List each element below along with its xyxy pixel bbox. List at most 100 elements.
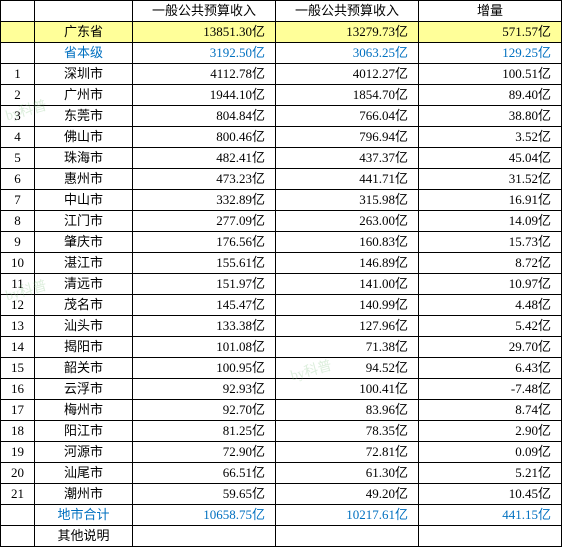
table-row: 12茂名市145.47亿140.99亿4.48亿: [1, 295, 562, 316]
table-row: 21潮州市59.65亿49.20亿10.45亿: [1, 484, 562, 505]
cell-v2: 140.99亿: [276, 295, 419, 316]
cell-v1: 151.97亿: [133, 274, 276, 295]
cell-v3: 10.97亿: [419, 274, 562, 295]
header-v2: 一般公共预算收入: [276, 1, 419, 22]
cell-v2: 61.30亿: [276, 463, 419, 484]
cell-v1: 10658.75亿: [133, 505, 276, 526]
table-row: 18阳江市81.25亿78.35亿2.90亿: [1, 421, 562, 442]
header-v3: 增量: [419, 1, 562, 22]
cell-rank: [1, 505, 35, 526]
cell-v2: 71.38亿: [276, 337, 419, 358]
table-row: 16云浮市92.93亿100.41亿-7.48亿: [1, 379, 562, 400]
cell-city: 肇庆市: [35, 232, 133, 253]
cell-v1: 13851.30亿: [133, 22, 276, 43]
cell-v2: 49.20亿: [276, 484, 419, 505]
cell-rank: 3: [1, 106, 35, 127]
cell-v1: 277.09亿: [133, 211, 276, 232]
cell-v2: 94.52亿: [276, 358, 419, 379]
cell-v2: 141.00亿: [276, 274, 419, 295]
table-row: 8江门市277.09亿263.00亿14.09亿: [1, 211, 562, 232]
cell-v1: 145.47亿: [133, 295, 276, 316]
cell-v2: 315.98亿: [276, 190, 419, 211]
cell-v1: 72.90亿: [133, 442, 276, 463]
cell-city: 潮州市: [35, 484, 133, 505]
cell-v2: 78.35亿: [276, 421, 419, 442]
cell-rank: [1, 22, 35, 43]
cell-v3: 16.91亿: [419, 190, 562, 211]
cell-rank: 2: [1, 85, 35, 106]
cell-v1: 176.56亿: [133, 232, 276, 253]
cell-v3: [419, 526, 562, 547]
cell-v2: 441.71亿: [276, 169, 419, 190]
cell-city: 佛山市: [35, 127, 133, 148]
cell-v2: 160.83亿: [276, 232, 419, 253]
cell-rank: 4: [1, 127, 35, 148]
cell-v3: 3.52亿: [419, 127, 562, 148]
cell-v1: 155.61亿: [133, 253, 276, 274]
cell-v2: 146.89亿: [276, 253, 419, 274]
table-row: 15韶关市100.95亿94.52亿6.43亿: [1, 358, 562, 379]
table-row: 14揭阳市101.08亿71.38亿29.70亿: [1, 337, 562, 358]
cell-v2: 100.41亿: [276, 379, 419, 400]
cell-v3: 4.48亿: [419, 295, 562, 316]
table-row: 3东莞市804.84亿766.04亿38.80亿: [1, 106, 562, 127]
cell-v1: 3192.50亿: [133, 43, 276, 64]
cell-city: 清远市: [35, 274, 133, 295]
cell-v2: 3063.25亿: [276, 43, 419, 64]
cell-rank: 20: [1, 463, 35, 484]
cell-v2: 4012.27亿: [276, 64, 419, 85]
cell-city: 惠州市: [35, 169, 133, 190]
cell-v3: 2.90亿: [419, 421, 562, 442]
cell-v3: 100.51亿: [419, 64, 562, 85]
cell-v3: 8.72亿: [419, 253, 562, 274]
cell-v3: 15.73亿: [419, 232, 562, 253]
cell-v1: 4112.78亿: [133, 64, 276, 85]
cell-city: 汕头市: [35, 316, 133, 337]
budget-table: 一般公共预算收入 一般公共预算收入 增量 广东省 13851.30亿 13279…: [0, 0, 562, 547]
cell-rank: 13: [1, 316, 35, 337]
table-row: 4佛山市800.46亿796.94亿3.52亿: [1, 127, 562, 148]
cell-v3: 0.09亿: [419, 442, 562, 463]
cell-v2: 127.96亿: [276, 316, 419, 337]
cell-rank: 15: [1, 358, 35, 379]
cell-v2: 83.96亿: [276, 400, 419, 421]
cell-v1: 92.93亿: [133, 379, 276, 400]
cell-rank: 10: [1, 253, 35, 274]
cell-v3: 45.04亿: [419, 148, 562, 169]
header-city: [35, 1, 133, 22]
cell-v3: 31.52亿: [419, 169, 562, 190]
cell-v3: -7.48亿: [419, 379, 562, 400]
table-row: 10湛江市155.61亿146.89亿8.72亿: [1, 253, 562, 274]
cell-v1: 59.65亿: [133, 484, 276, 505]
cell-v3: 5.21亿: [419, 463, 562, 484]
cell-city: 韶关市: [35, 358, 133, 379]
cell-city: 阳江市: [35, 421, 133, 442]
cell-v2: 437.37亿: [276, 148, 419, 169]
cell-v1: 804.84亿: [133, 106, 276, 127]
cell-rank: 12: [1, 295, 35, 316]
cell-city: 深圳市: [35, 64, 133, 85]
cell-v1: 133.38亿: [133, 316, 276, 337]
cell-city: 中山市: [35, 190, 133, 211]
cell-v2: 263.00亿: [276, 211, 419, 232]
cell-v3: 38.80亿: [419, 106, 562, 127]
cell-rank: 16: [1, 379, 35, 400]
cell-city: 江门市: [35, 211, 133, 232]
cell-v2: 796.94亿: [276, 127, 419, 148]
cell-v2: 13279.73亿: [276, 22, 419, 43]
table-row: 5珠海市482.41亿437.37亿45.04亿: [1, 148, 562, 169]
cell-city: 广州市: [35, 85, 133, 106]
cell-v1: 1944.10亿: [133, 85, 276, 106]
cell-v3: 14.09亿: [419, 211, 562, 232]
cell-city: 地市合计: [35, 505, 133, 526]
cell-v1: 100.95亿: [133, 358, 276, 379]
cell-v2: 1854.70亿: [276, 85, 419, 106]
table-row: 6惠州市473.23亿441.71亿31.52亿: [1, 169, 562, 190]
cell-rank: 9: [1, 232, 35, 253]
provincial-level-row: 省本级 3192.50亿 3063.25亿 129.25亿: [1, 43, 562, 64]
cell-city: 其他说明: [35, 526, 133, 547]
cell-rank: 5: [1, 148, 35, 169]
cell-v1: 101.08亿: [133, 337, 276, 358]
cell-rank: 18: [1, 421, 35, 442]
cell-v3: 89.40亿: [419, 85, 562, 106]
